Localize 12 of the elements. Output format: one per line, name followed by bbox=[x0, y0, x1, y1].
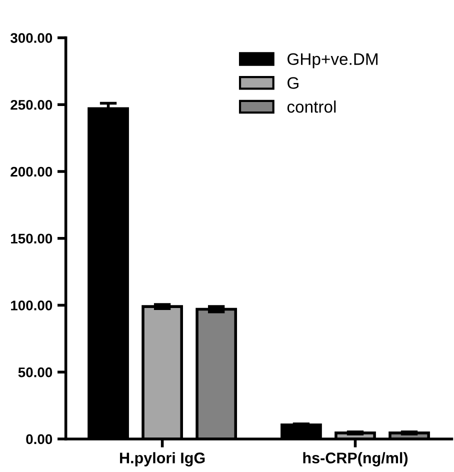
y-tick-label: 50.00 bbox=[18, 367, 52, 378]
y-tick-label: 300.00 bbox=[10, 33, 52, 43]
legend-label: G bbox=[288, 77, 298, 89]
x-tick-label: hs-CRP(ng/ml) bbox=[303, 452, 408, 466]
legend-label: control bbox=[287, 100, 336, 113]
y-tick-label: 150.00 bbox=[11, 234, 52, 244]
y-tick-label: 0.00 bbox=[26, 434, 52, 444]
y-tick-label: 250.00 bbox=[10, 100, 52, 110]
x-tick-label: H.pylori IgG bbox=[120, 452, 205, 466]
legend-label: GHp+ve.DM bbox=[288, 53, 378, 68]
y-tick-label: 200.00 bbox=[10, 166, 52, 177]
y-tick-label: 100.00 bbox=[11, 300, 52, 310]
